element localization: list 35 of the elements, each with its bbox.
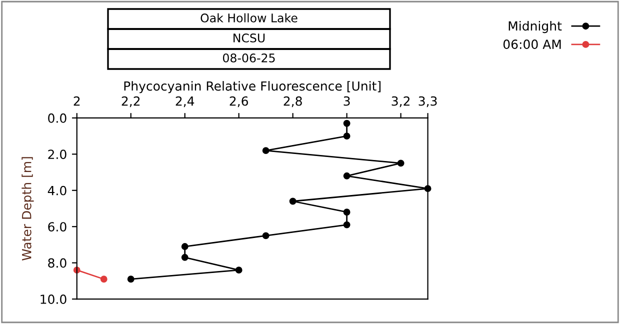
point: [181, 254, 188, 261]
x-tick-label: 2,2: [122, 96, 140, 108]
text: 08-06-25: [222, 53, 275, 62]
x-tick-label: 3,2: [392, 96, 410, 108]
point: [262, 232, 270, 240]
x-tick-label: 2: [74, 96, 80, 106]
point: [235, 266, 242, 274]
legend-label: Midnight: [508, 20, 562, 34]
y-axis-title: Water Depth [m]: [22, 157, 34, 261]
x-tick-label: 2,8: [284, 96, 302, 108]
point: [289, 198, 296, 205]
y-tick-label: 6.0: [48, 222, 66, 232]
chart-subtitle: NCSU: [234, 33, 265, 42]
point: [127, 276, 134, 283]
x-axis-title: Phycocyanin Relative Fluorescence [Unit]: [124, 81, 381, 94]
y-tick-label: 2.0: [48, 150, 66, 160]
y-tick-label: 0.0: [48, 113, 66, 123]
point: [343, 172, 350, 180]
x-tick-label: 2,6: [230, 96, 248, 108]
point: [100, 276, 108, 283]
y-tick-label: 4.0: [48, 186, 66, 196]
y-tick-label: 10.0: [40, 294, 66, 304]
chart-title: Oak Hollow Lake: [200, 13, 298, 22]
y-tick-label: 8.0: [48, 258, 66, 268]
point: [181, 243, 188, 250]
x-tick-label: 3,3: [418, 96, 437, 108]
point: [397, 160, 404, 167]
point: [343, 208, 350, 216]
point: [343, 221, 350, 228]
legend-label: 06:00 AM: [503, 40, 561, 49]
point: [343, 120, 350, 127]
point: [262, 147, 270, 154]
point: [343, 132, 350, 140]
x-tick-label: 3: [344, 96, 350, 106]
x-tick-label: 2,4: [176, 96, 194, 108]
